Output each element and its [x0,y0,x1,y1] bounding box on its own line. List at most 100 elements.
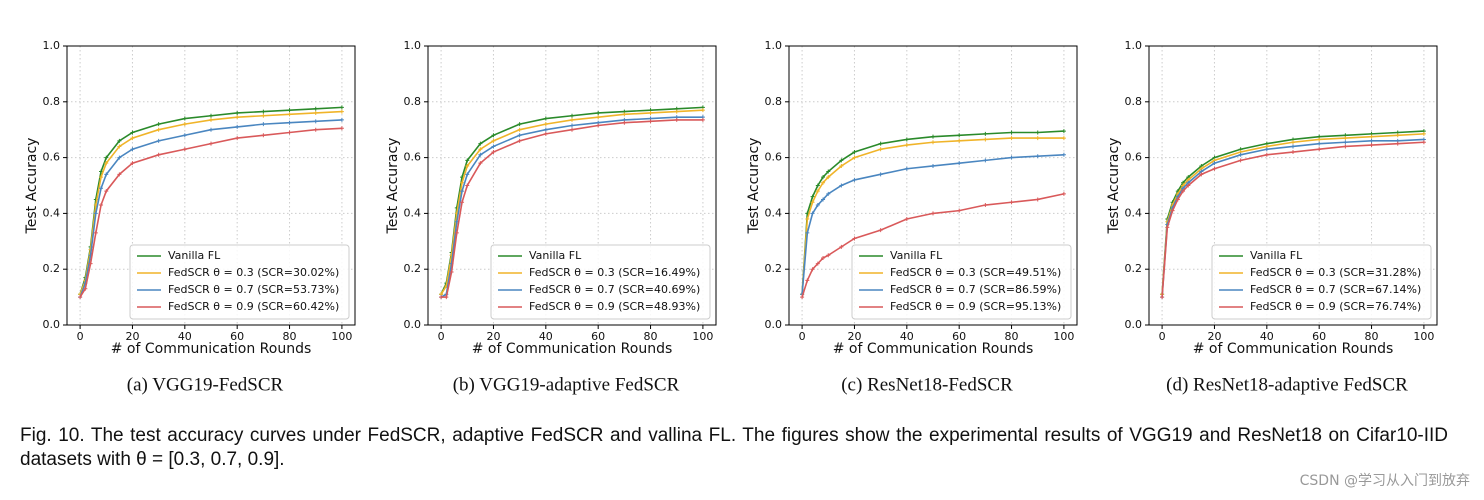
x-tick-label: 0 [77,330,84,343]
y-tick-label: 0.8 [1125,95,1143,108]
y-tick-label: 0.0 [765,318,783,331]
point-marker [444,295,449,300]
y-axis-label: Test Accuracy [385,138,401,235]
point-marker [800,295,805,300]
point-marker [1165,225,1170,230]
point-marker [93,211,98,216]
series-line [1161,138,1424,298]
point-marker [1317,147,1322,152]
legend-label: FedSCR θ = 0.7 (SCR=67.14%) [1250,283,1421,296]
point-marker [287,120,292,125]
point-marker [1199,172,1204,177]
point-marker [182,122,187,127]
point-marker [1264,147,1269,152]
point-marker [156,127,161,132]
point-marker [465,172,470,177]
point-marker [826,175,831,180]
point-marker [1061,152,1066,157]
point-marker [931,211,935,216]
x-tick-label: 60 [952,330,966,343]
x-tick-label: 100 [1413,330,1434,343]
point-marker [104,155,109,160]
point-marker [235,136,240,141]
y-tick-label: 0.8 [404,95,422,108]
legend-label: Vanilla FL [890,249,943,262]
y-tick-label: 1.0 [765,39,783,52]
figure-caption: Fig. 10. The test accuracy curves under … [20,425,1448,470]
point-marker [491,150,496,155]
point-marker [209,113,213,118]
legend-label: Vanilla FL [1250,249,1303,262]
point-marker [821,197,826,202]
point-marker [117,172,122,177]
point-marker [99,175,104,180]
point-marker [839,244,844,249]
point-marker [957,133,962,138]
point-marker [622,120,627,125]
legend-label: FedSCR θ = 0.3 (SCR=49.51%) [890,266,1061,279]
point-marker [460,200,465,205]
point-marker [117,155,122,160]
point-marker [287,108,292,113]
point-marker [1212,161,1217,166]
point-marker [209,127,213,132]
series-line [1161,133,1424,295]
series-line [441,119,703,298]
point-marker [460,180,465,185]
point-marker [130,147,135,152]
point-marker [454,230,459,235]
point-marker [878,228,883,233]
point-marker [156,138,161,143]
point-marker [570,113,574,118]
y-tick-label: 1.0 [404,39,422,52]
x-tick-label: 100 [331,330,352,343]
series-line [79,127,342,298]
x-tick-label: 80 [644,330,658,343]
point-marker [491,138,496,143]
point-marker [235,124,240,129]
point-marker [821,180,826,185]
y-tick-label: 0.4 [404,206,422,219]
point-marker [339,126,344,131]
point-marker [117,138,122,143]
point-marker [517,133,522,138]
point-marker [104,189,109,194]
legend-label: FedSCR θ = 0.3 (SCR=16.49%) [529,266,700,279]
point-marker [904,143,909,148]
point-marker [287,112,292,117]
point-marker [130,136,135,141]
legend-label: FedSCR θ = 0.3 (SCR=30.02%) [168,266,339,279]
y-tick-label: 0.6 [765,151,783,164]
point-marker [543,116,548,121]
point-marker [478,141,483,146]
point-marker [313,119,318,124]
series-line [79,110,342,295]
legend-label: FedSCR θ = 0.7 (SCR=86.59%) [890,283,1061,296]
series-line [801,130,1064,295]
point-marker [1238,152,1243,157]
point-marker [104,161,109,166]
legend-label: FedSCR θ = 0.9 (SCR=48.93%) [529,300,700,313]
plot-frame [66,45,356,326]
x-tick-label: 80 [283,330,297,343]
point-marker [674,117,679,122]
legend-label: FedSCR θ = 0.7 (SCR=53.73%) [168,283,339,296]
point-marker [1317,137,1322,142]
point-marker [339,109,344,114]
point-marker [88,261,93,266]
point-marker [517,122,522,127]
point-marker [93,230,98,235]
point-marker [1238,158,1243,163]
point-marker [852,150,857,155]
point-marker [478,147,483,152]
series-line [801,137,1064,295]
x-tick-label: 100 [692,330,713,343]
x-tick-label: 80 [1365,330,1379,343]
x-tick-label: 20 [486,330,500,343]
point-marker [313,110,318,115]
series-line [79,119,342,298]
point-marker [465,163,470,168]
watermark: CSDN @学习从入门到放弃 [1299,473,1470,489]
point-marker [904,166,909,171]
x-axis-label: # of Communication Rounds [472,341,673,357]
